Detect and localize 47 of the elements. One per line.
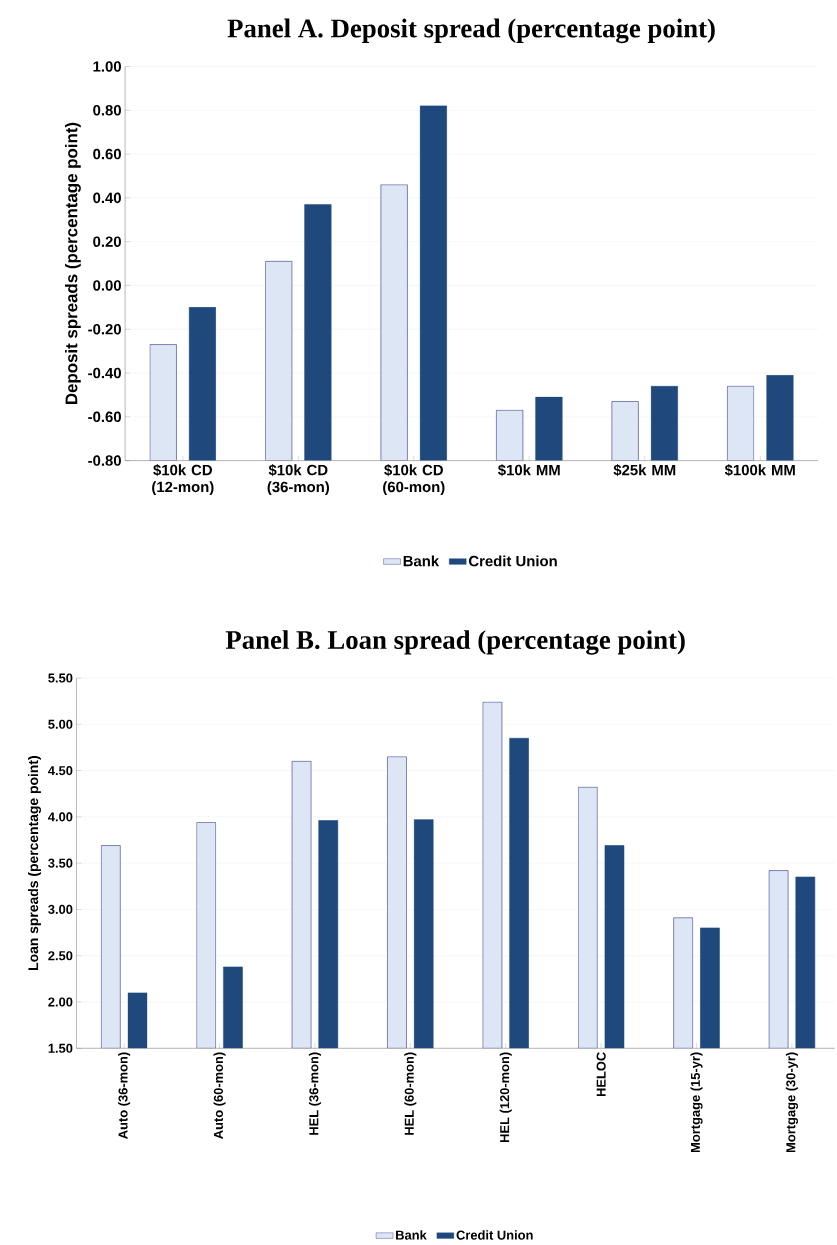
y-tick-label: 2.50: [48, 951, 73, 961]
y-tick-label: 0.00: [93, 280, 122, 291]
y-tick-label: 0.40: [93, 192, 122, 204]
bar: [650, 385, 679, 461]
bar: [766, 374, 794, 461]
y-axis-title: Deposit spreads (percentage point): [65, 122, 81, 405]
x-tick-label: $10k CD (12-mon): [152, 464, 214, 496]
y-tick-label: 3.00: [48, 904, 73, 915]
x-tick-label: $10k CD (36-mon): [267, 464, 330, 496]
y-tick-label: 4.50: [48, 766, 73, 776]
y-tick-label: 0.20: [93, 236, 122, 247]
legend-label: Bank: [403, 555, 440, 567]
y-axis-title: Loan spreads (percentage point): [28, 756, 42, 970]
x-tick-label: Mortgage (15-yr): [690, 1052, 703, 1153]
y-tick-label: -0.40: [88, 367, 122, 379]
x-tick-label: Auto (36-mon): [118, 1052, 131, 1139]
bar: [535, 396, 563, 461]
y-tick-label: 4.00: [48, 812, 73, 822]
x-tick-label: HELOC: [596, 1052, 606, 1097]
x-tick-label: $100k MM: [724, 464, 795, 477]
y-tick-label: -0.80: [88, 455, 122, 466]
bar: [188, 307, 217, 461]
legend-label: Bank: [396, 1230, 427, 1240]
y-tick-label: 0.60: [93, 148, 122, 160]
y-tick-label: 3.50: [48, 858, 73, 868]
x-tick-label: $10k CD (60-mon): [383, 464, 445, 496]
y-tick-label: -0.20: [88, 323, 122, 335]
y-tick-label: 0.80: [93, 105, 122, 116]
y-tick-label: 1.50: [48, 1043, 73, 1053]
bar: [727, 385, 755, 461]
x-tick-label: HEL (36-mon): [309, 1052, 322, 1135]
x-tick-label: $10k MM: [498, 464, 560, 477]
chart-title: Panel B. Loan spread (percentage point): [225, 630, 685, 655]
y-tick-label: 5.50: [48, 673, 73, 683]
x-tick-label: HEL (120-mon): [499, 1052, 512, 1142]
y-tick-label: 2.00: [48, 997, 73, 1007]
y-tick-label: -0.60: [88, 411, 122, 423]
x-tick-label: $25k MM: [613, 464, 676, 477]
chart-title: Panel A. Deposit spread (percentage point): [227, 18, 715, 44]
x-tick-label: Auto (60-mon): [213, 1052, 226, 1139]
x-tick-label: HEL (60-mon): [404, 1052, 417, 1135]
legend-label: Credit Union: [456, 1230, 533, 1240]
x-tick-label: Mortgage (30-yr): [785, 1052, 799, 1153]
bar: [149, 344, 177, 461]
y-tick-label: 1.00: [93, 61, 122, 72]
legend-label: Credit Union: [469, 555, 557, 567]
y-tick-label: 5.00: [48, 719, 73, 729]
